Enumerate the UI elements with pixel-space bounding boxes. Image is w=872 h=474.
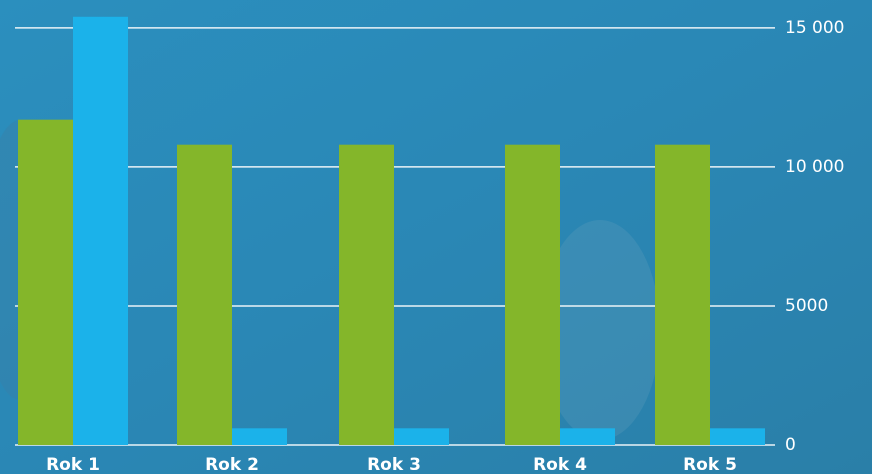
bar	[18, 119, 73, 445]
bar	[177, 144, 232, 446]
bar	[710, 428, 765, 445]
bar	[655, 144, 710, 446]
bar	[505, 144, 560, 446]
bar	[73, 16, 128, 446]
y-tick-label: 10 000	[785, 157, 844, 177]
x-tick-label: Rok 5	[683, 455, 737, 474]
x-tick-label: Rok 3	[367, 455, 421, 474]
bar	[232, 428, 287, 445]
bar	[394, 428, 449, 445]
x-tick-label: Rok 2	[205, 455, 259, 474]
x-tick-label: Rok 1	[46, 455, 100, 474]
bar	[339, 144, 394, 446]
bar	[560, 428, 615, 445]
y-tick-label: 0	[785, 435, 796, 455]
y-tick-label: 15 000	[785, 18, 844, 38]
y-tick-label: 5000	[785, 296, 828, 316]
x-tick-label: Rok 4	[533, 455, 587, 474]
photo-figure	[540, 220, 660, 440]
